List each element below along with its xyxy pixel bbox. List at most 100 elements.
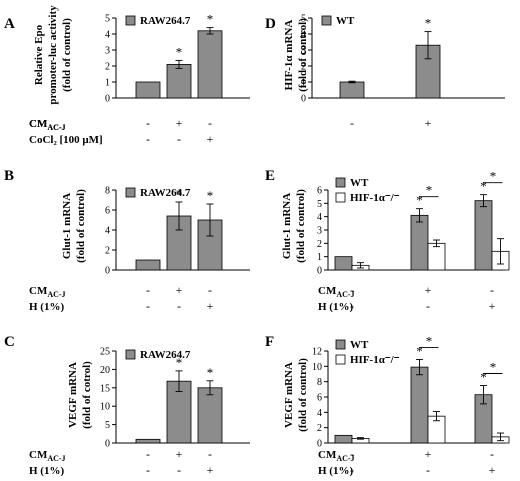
y-tick-label: 2 bbox=[317, 423, 322, 434]
y-tick-label: 5 bbox=[317, 199, 322, 210]
y-tick-label: 5 bbox=[105, 420, 110, 431]
condition-mark: - bbox=[490, 283, 494, 297]
significance-star: * bbox=[416, 193, 423, 208]
legend-swatch bbox=[335, 339, 346, 350]
condition-subscript: AC-J bbox=[47, 290, 65, 299]
legend-label: RAW264.7 bbox=[140, 349, 191, 361]
condition-mark: + bbox=[425, 447, 432, 461]
bar bbox=[334, 256, 353, 271]
y-axis-label: (fold of control) bbox=[295, 189, 307, 263]
legend-swatch bbox=[125, 15, 136, 26]
y-tick-label: 4 bbox=[301, 30, 306, 41]
significance-star: * bbox=[207, 188, 214, 203]
y-axis-label: VEGF mRNA bbox=[283, 362, 295, 428]
legend-label: HIF-1α⁻/⁻ bbox=[350, 354, 400, 366]
condition-mark: - bbox=[146, 447, 150, 461]
significance-star: * bbox=[426, 183, 433, 198]
significance-star: * bbox=[176, 355, 183, 370]
condition-label: CMAC-J bbox=[29, 118, 66, 132]
bar bbox=[166, 64, 192, 99]
y-tick-label: 2 bbox=[105, 62, 110, 73]
condition-subscript: AC-J bbox=[336, 290, 354, 299]
condition-mark: - bbox=[350, 447, 354, 461]
condition-mark: - bbox=[146, 299, 150, 313]
condition-label: CoCl₂ [100 μM] bbox=[29, 134, 103, 146]
legend-swatch bbox=[321, 15, 332, 26]
legend-swatch bbox=[335, 177, 346, 188]
y-tick-label: 3 bbox=[301, 46, 306, 57]
condition-subscript: AC-J bbox=[47, 454, 65, 463]
condition-mark: + bbox=[207, 299, 214, 313]
bar bbox=[135, 438, 161, 444]
y-tick-label: 1 bbox=[105, 78, 110, 89]
y-tick-label: 20 bbox=[100, 365, 110, 376]
y-axis-label: (fold of control) bbox=[297, 358, 309, 432]
condition-label: H (1%) bbox=[318, 465, 353, 477]
condition-mark: + bbox=[489, 463, 496, 477]
condition-mark: - bbox=[350, 463, 354, 477]
y-axis-label: Relative Epo bbox=[33, 24, 45, 85]
legend-label: HIF-1α⁻/⁻ bbox=[350, 192, 400, 204]
y-axis-label: Glut-1 mRNA bbox=[61, 193, 73, 259]
y-tick-label: 0 bbox=[317, 439, 322, 450]
y-tick-label: 4 bbox=[317, 212, 322, 223]
bar bbox=[410, 214, 429, 271]
condition-label: H (1%) bbox=[29, 301, 64, 313]
bar bbox=[410, 366, 429, 444]
bar bbox=[427, 242, 446, 271]
panel-letter: B bbox=[4, 168, 14, 184]
bar bbox=[197, 387, 223, 444]
condition-mark: - bbox=[146, 116, 150, 130]
condition-mark: - bbox=[146, 132, 150, 146]
condition-subscript: AC-J bbox=[336, 454, 354, 463]
condition-mark: - bbox=[177, 463, 181, 477]
y-tick-label: 3 bbox=[105, 46, 110, 57]
condition-label: H (1%) bbox=[29, 465, 64, 477]
y-tick-label: 12 bbox=[312, 347, 322, 358]
condition-mark: - bbox=[177, 299, 181, 313]
condition-mark: + bbox=[207, 463, 214, 477]
condition-mark: + bbox=[489, 299, 496, 313]
y-axis-label: (fold of control) bbox=[61, 18, 73, 92]
condition-mark: - bbox=[208, 116, 212, 130]
condition-mark: - bbox=[208, 447, 212, 461]
y-tick-label: 10 bbox=[312, 362, 322, 373]
significance-star: * bbox=[490, 169, 497, 184]
y-tick-label: 15 bbox=[100, 383, 110, 394]
significance-star: * bbox=[207, 365, 214, 380]
y-tick-label: 2 bbox=[317, 239, 322, 250]
condition-label: CMAC-J bbox=[29, 449, 66, 463]
condition-mark: - bbox=[350, 283, 354, 297]
legend-label: WT bbox=[350, 339, 369, 351]
y-axis-label: (fold of control) bbox=[75, 189, 87, 263]
condition-mark: + bbox=[176, 116, 183, 130]
condition-mark: - bbox=[490, 447, 494, 461]
y-tick-label: 2 bbox=[105, 246, 110, 257]
legend-swatch bbox=[335, 192, 346, 203]
significance-star: * bbox=[425, 16, 432, 31]
legend-label: WT bbox=[350, 177, 369, 189]
legend-swatch bbox=[125, 349, 136, 360]
y-tick-label: 0 bbox=[317, 266, 322, 277]
bar bbox=[197, 30, 223, 99]
panel-letter: E bbox=[265, 168, 275, 184]
significance-star: * bbox=[176, 44, 183, 59]
significance-star: * bbox=[480, 179, 487, 194]
panel-letter: C bbox=[4, 334, 15, 350]
legend-label: RAW264.7 bbox=[140, 187, 191, 199]
y-tick-label: 10 bbox=[100, 402, 110, 413]
y-tick-label: 5 bbox=[301, 14, 306, 25]
condition-label: H (1%) bbox=[318, 301, 353, 313]
y-axis-label: (fold of control) bbox=[297, 18, 309, 92]
y-axis-label: promoter-luc activity bbox=[47, 5, 59, 105]
y-tick-label: 0 bbox=[105, 439, 110, 450]
y-tick-label: 0 bbox=[105, 94, 110, 105]
y-tick-label: 3 bbox=[317, 226, 322, 237]
y-tick-label: 6 bbox=[317, 186, 322, 197]
y-tick-label: 6 bbox=[105, 206, 110, 217]
condition-label: CMAC-J bbox=[29, 285, 66, 299]
significance-star: * bbox=[480, 370, 487, 385]
y-tick-label: 4 bbox=[105, 30, 110, 41]
